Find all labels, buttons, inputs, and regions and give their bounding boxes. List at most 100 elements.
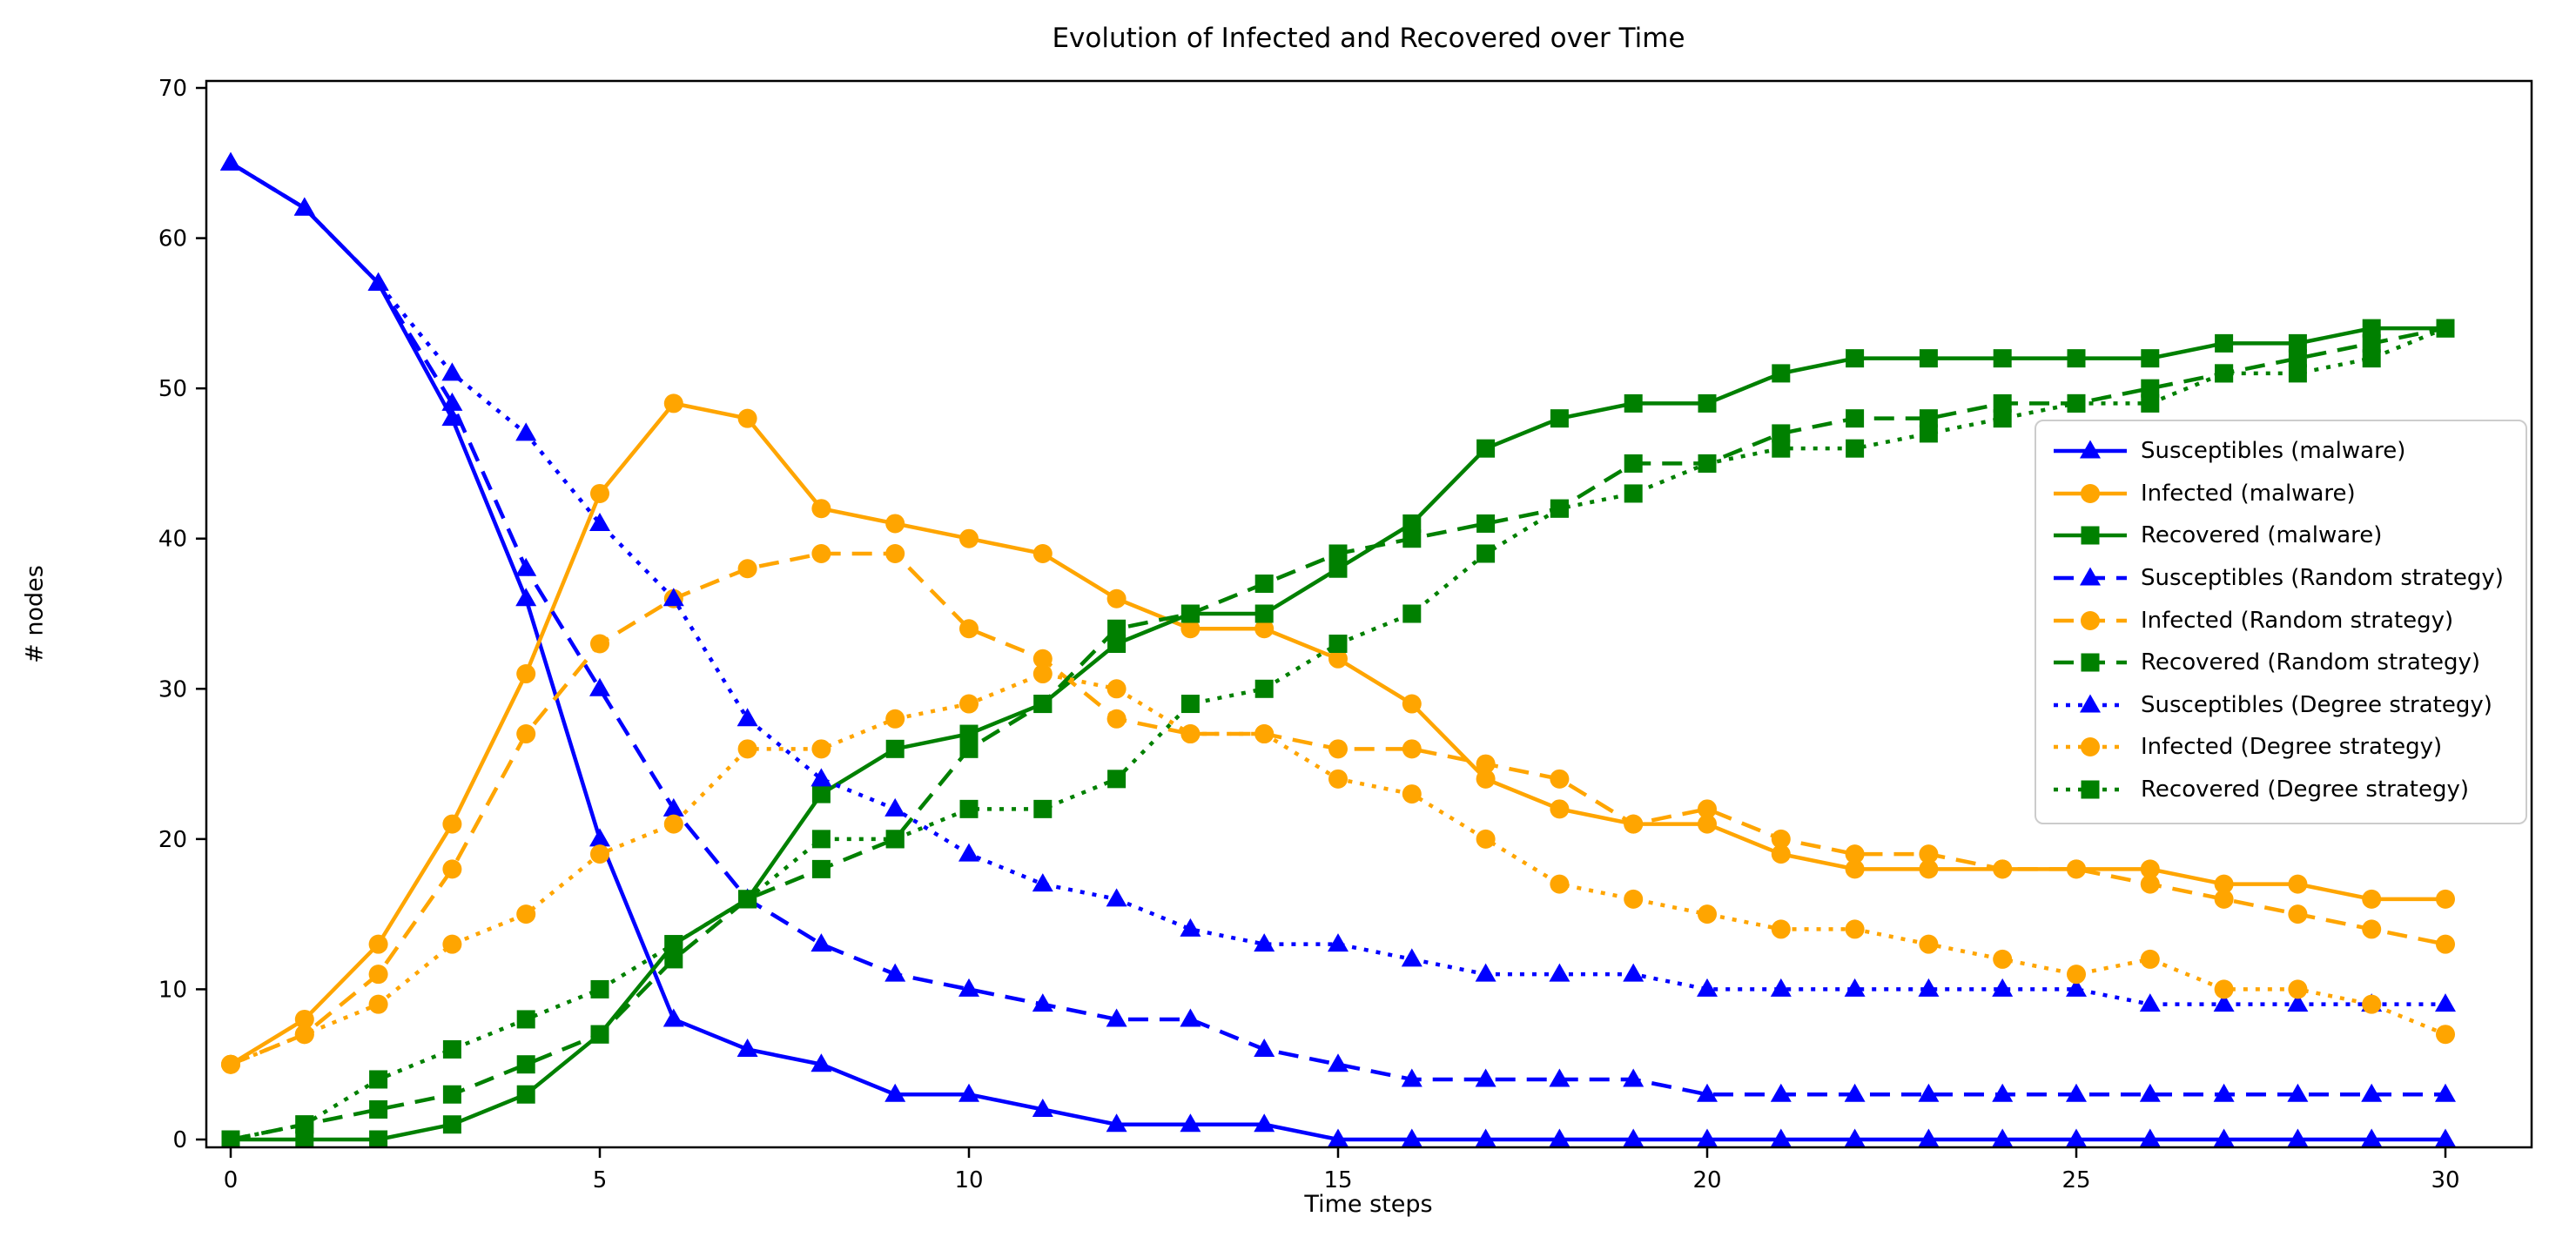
- triangle-marker-icon: [1992, 1083, 2014, 1102]
- triangle-marker-icon: [1918, 978, 1940, 997]
- triangle-marker-icon: [1475, 1068, 1497, 1087]
- square-marker-icon: [516, 1055, 535, 1074]
- triangle-marker-icon: [958, 1083, 979, 1102]
- square-marker-icon: [1993, 349, 2012, 368]
- page-title: Evolution of Infected and Recovered over…: [1052, 23, 1685, 54]
- legend-item: Infected (Degree strategy): [2050, 726, 2526, 769]
- triangle-marker-icon: [884, 797, 906, 817]
- circle-marker-icon: [516, 724, 536, 744]
- triangle-marker-icon: [1106, 1008, 1127, 1027]
- square-marker-icon: [1402, 514, 1422, 533]
- square-marker-icon: [1254, 679, 1274, 698]
- triangle-marker-icon: [441, 392, 463, 411]
- square-marker-icon: [1624, 393, 1643, 413]
- triangle-marker-icon: [662, 1008, 684, 1027]
- circle-marker-icon: [1771, 919, 1791, 939]
- triangle-marker-icon: [884, 963, 906, 982]
- legend-sample-square-icon: [2054, 653, 2127, 672]
- triangle-marker-icon: [2066, 1128, 2087, 1147]
- circle-marker-icon: [442, 859, 462, 879]
- triangle-marker-icon: [1549, 1068, 1570, 1087]
- square-marker-icon: [664, 935, 683, 954]
- legend-sample-triangle-icon: [2054, 694, 2127, 713]
- circle-marker-icon: [1476, 829, 1496, 849]
- circle-marker-icon: [1328, 769, 1348, 789]
- triangle-marker-icon: [1180, 1113, 1201, 1133]
- triangle-marker-icon: [1697, 1128, 1718, 1147]
- circle-marker-icon: [1180, 619, 1201, 639]
- square-marker-icon: [1919, 424, 1938, 443]
- triangle-marker-icon: [2287, 993, 2309, 1012]
- square-marker-icon: [1402, 529, 1422, 548]
- circle-marker-icon: [2214, 979, 2234, 999]
- triangle-marker-icon: [1992, 978, 2014, 997]
- square-marker-icon: [1180, 604, 1200, 623]
- circle-marker-icon: [294, 1025, 314, 1045]
- circle-marker-icon: [590, 844, 609, 864]
- circle-marker-icon: [442, 934, 462, 954]
- square-marker-icon: [811, 784, 831, 803]
- square-marker-icon: [1033, 695, 1053, 714]
- legend-item-label: Susceptibles (Random strategy): [2141, 565, 2504, 592]
- triangle-marker-icon: [958, 978, 979, 997]
- circle-marker-icon: [1402, 784, 1422, 804]
- square-marker-icon: [295, 1115, 314, 1134]
- square-marker-icon: [738, 890, 757, 909]
- square-marker-icon: [442, 1085, 461, 1104]
- series-susceptibles-malware: [220, 151, 2456, 1147]
- circle-marker-icon: [1106, 679, 1127, 699]
- triangle-marker-icon: [2287, 1128, 2309, 1147]
- circle-marker-icon: [663, 393, 683, 413]
- square-marker-icon: [369, 1070, 388, 1089]
- square-marker-icon: [2081, 653, 2100, 672]
- circle-marker-icon: [1698, 799, 1717, 819]
- circle-marker-icon: [294, 1009, 314, 1029]
- triangle-marker-icon: [2066, 1083, 2087, 1102]
- square-marker-icon: [1698, 454, 1717, 473]
- triangle-marker-icon: [515, 588, 537, 607]
- y-tick-label: 40: [158, 527, 187, 553]
- y-tick-label: 30: [158, 676, 187, 703]
- square-marker-icon: [1846, 349, 1865, 368]
- triangle-marker-icon: [810, 768, 832, 787]
- legend-item: Recovered (Degree strategy): [2050, 769, 2526, 811]
- circle-marker-icon: [811, 543, 831, 563]
- square-marker-icon: [1624, 484, 1643, 503]
- legend-item-label: Recovered (Degree strategy): [2141, 776, 2469, 803]
- triangle-marker-icon: [1254, 1113, 1275, 1133]
- triangle-marker-icon: [1549, 1128, 1570, 1147]
- triangle-marker-icon: [1475, 1128, 1497, 1147]
- circle-marker-icon: [221, 1054, 240, 1074]
- square-marker-icon: [1107, 635, 1127, 654]
- triangle-marker-icon: [1328, 1128, 1349, 1147]
- triangle-marker-icon: [293, 197, 315, 216]
- square-marker-icon: [2141, 393, 2160, 413]
- circle-marker-icon: [1476, 754, 1496, 774]
- triangle-marker-icon: [1254, 933, 1275, 952]
- square-marker-icon: [2288, 333, 2307, 353]
- legend-item-label: Susceptibles (Degree strategy): [2141, 691, 2492, 718]
- triangle-marker-icon: [1032, 993, 1053, 1012]
- triangle-marker-icon: [2213, 1083, 2235, 1102]
- square-marker-icon: [1107, 619, 1127, 638]
- circle-marker-icon: [1254, 619, 1275, 639]
- triangle-marker-icon: [2080, 440, 2101, 459]
- triangle-marker-icon: [1401, 1128, 1423, 1147]
- circle-marker-icon: [368, 934, 388, 954]
- circle-marker-icon: [2140, 949, 2160, 969]
- triangle-marker-icon: [1180, 918, 1201, 937]
- triangle-marker-icon: [1623, 1128, 1644, 1147]
- legend-sample-circle-icon: [2054, 610, 2127, 630]
- square-marker-icon: [1328, 544, 1348, 563]
- y-tick-label: 70: [158, 76, 187, 102]
- legend-item-label: Recovered (malware): [2141, 522, 2383, 549]
- triangle-marker-icon: [589, 512, 610, 531]
- square-marker-icon: [2436, 319, 2455, 338]
- triangle-marker-icon: [810, 1053, 832, 1072]
- circle-marker-icon: [590, 634, 609, 654]
- legend-sample-square-icon: [2054, 526, 2127, 545]
- circle-marker-icon: [590, 483, 609, 503]
- triangle-marker-icon: [662, 797, 684, 817]
- legend-item: Susceptibles (Degree strategy): [2050, 684, 2526, 727]
- circle-marker-icon: [1550, 874, 1570, 894]
